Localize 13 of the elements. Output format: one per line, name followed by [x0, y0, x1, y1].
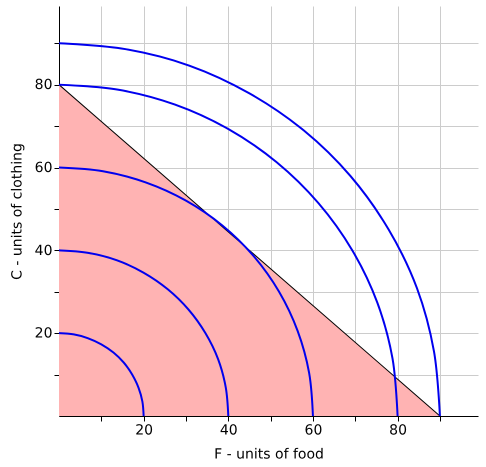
x-tick-label: 60 [304, 422, 322, 438]
y-tick-label: 60 [34, 160, 52, 176]
x-tick-label: 20 [135, 422, 154, 438]
x-tick-label: 40 [220, 422, 238, 438]
line-series [58, 332, 145, 417]
y-tick-label: 80 [34, 77, 52, 94]
x-tick-label: 80 [389, 422, 407, 438]
x-axis-title: F - units of food [214, 446, 324, 462]
y-tick-label: 20 [34, 326, 52, 342]
y-tick-label: 40 [34, 242, 52, 259]
line-series [58, 166, 314, 417]
y-axis-title: C - units of clothing [10, 143, 26, 280]
line-series [58, 249, 230, 417]
